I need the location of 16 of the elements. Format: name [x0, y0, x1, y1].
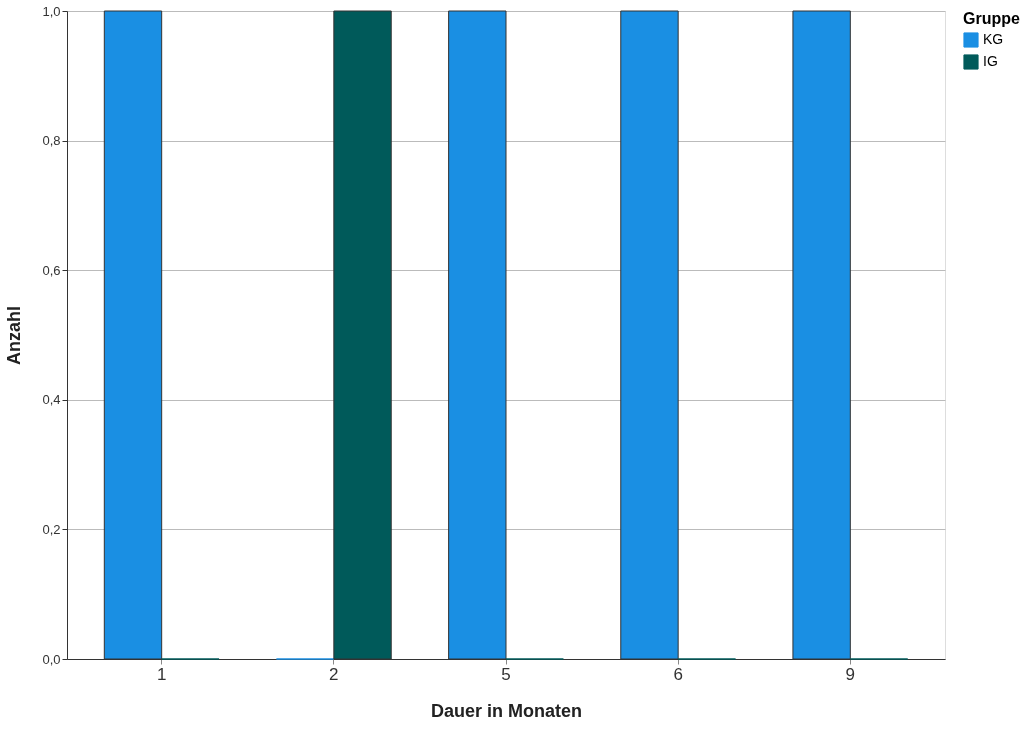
- y-tick-label: 0,4: [42, 392, 61, 408]
- y-tick-label: 1,0: [42, 3, 61, 19]
- x-tick-label: 5: [501, 664, 511, 684]
- x-tick-label: 1: [156, 664, 167, 684]
- y-axis-title: Anzahl: [4, 305, 25, 366]
- legend-label: IG: [983, 53, 998, 69]
- x-tick-label: 6: [673, 664, 683, 684]
- y-tick-label: 0,6: [42, 262, 61, 278]
- x-tick-label: 9: [845, 664, 856, 684]
- y-tick-label: 0,2: [42, 521, 61, 537]
- y-tick-label: 0,8: [42, 133, 61, 149]
- x-axis-title: Dauer in Monaten: [430, 700, 583, 721]
- y-tick-label: 0,0: [42, 651, 61, 667]
- legend-title: Gruppe: [963, 10, 1020, 27]
- x-tick-label: 2: [329, 664, 339, 684]
- legend-label: KG: [983, 31, 1004, 47]
